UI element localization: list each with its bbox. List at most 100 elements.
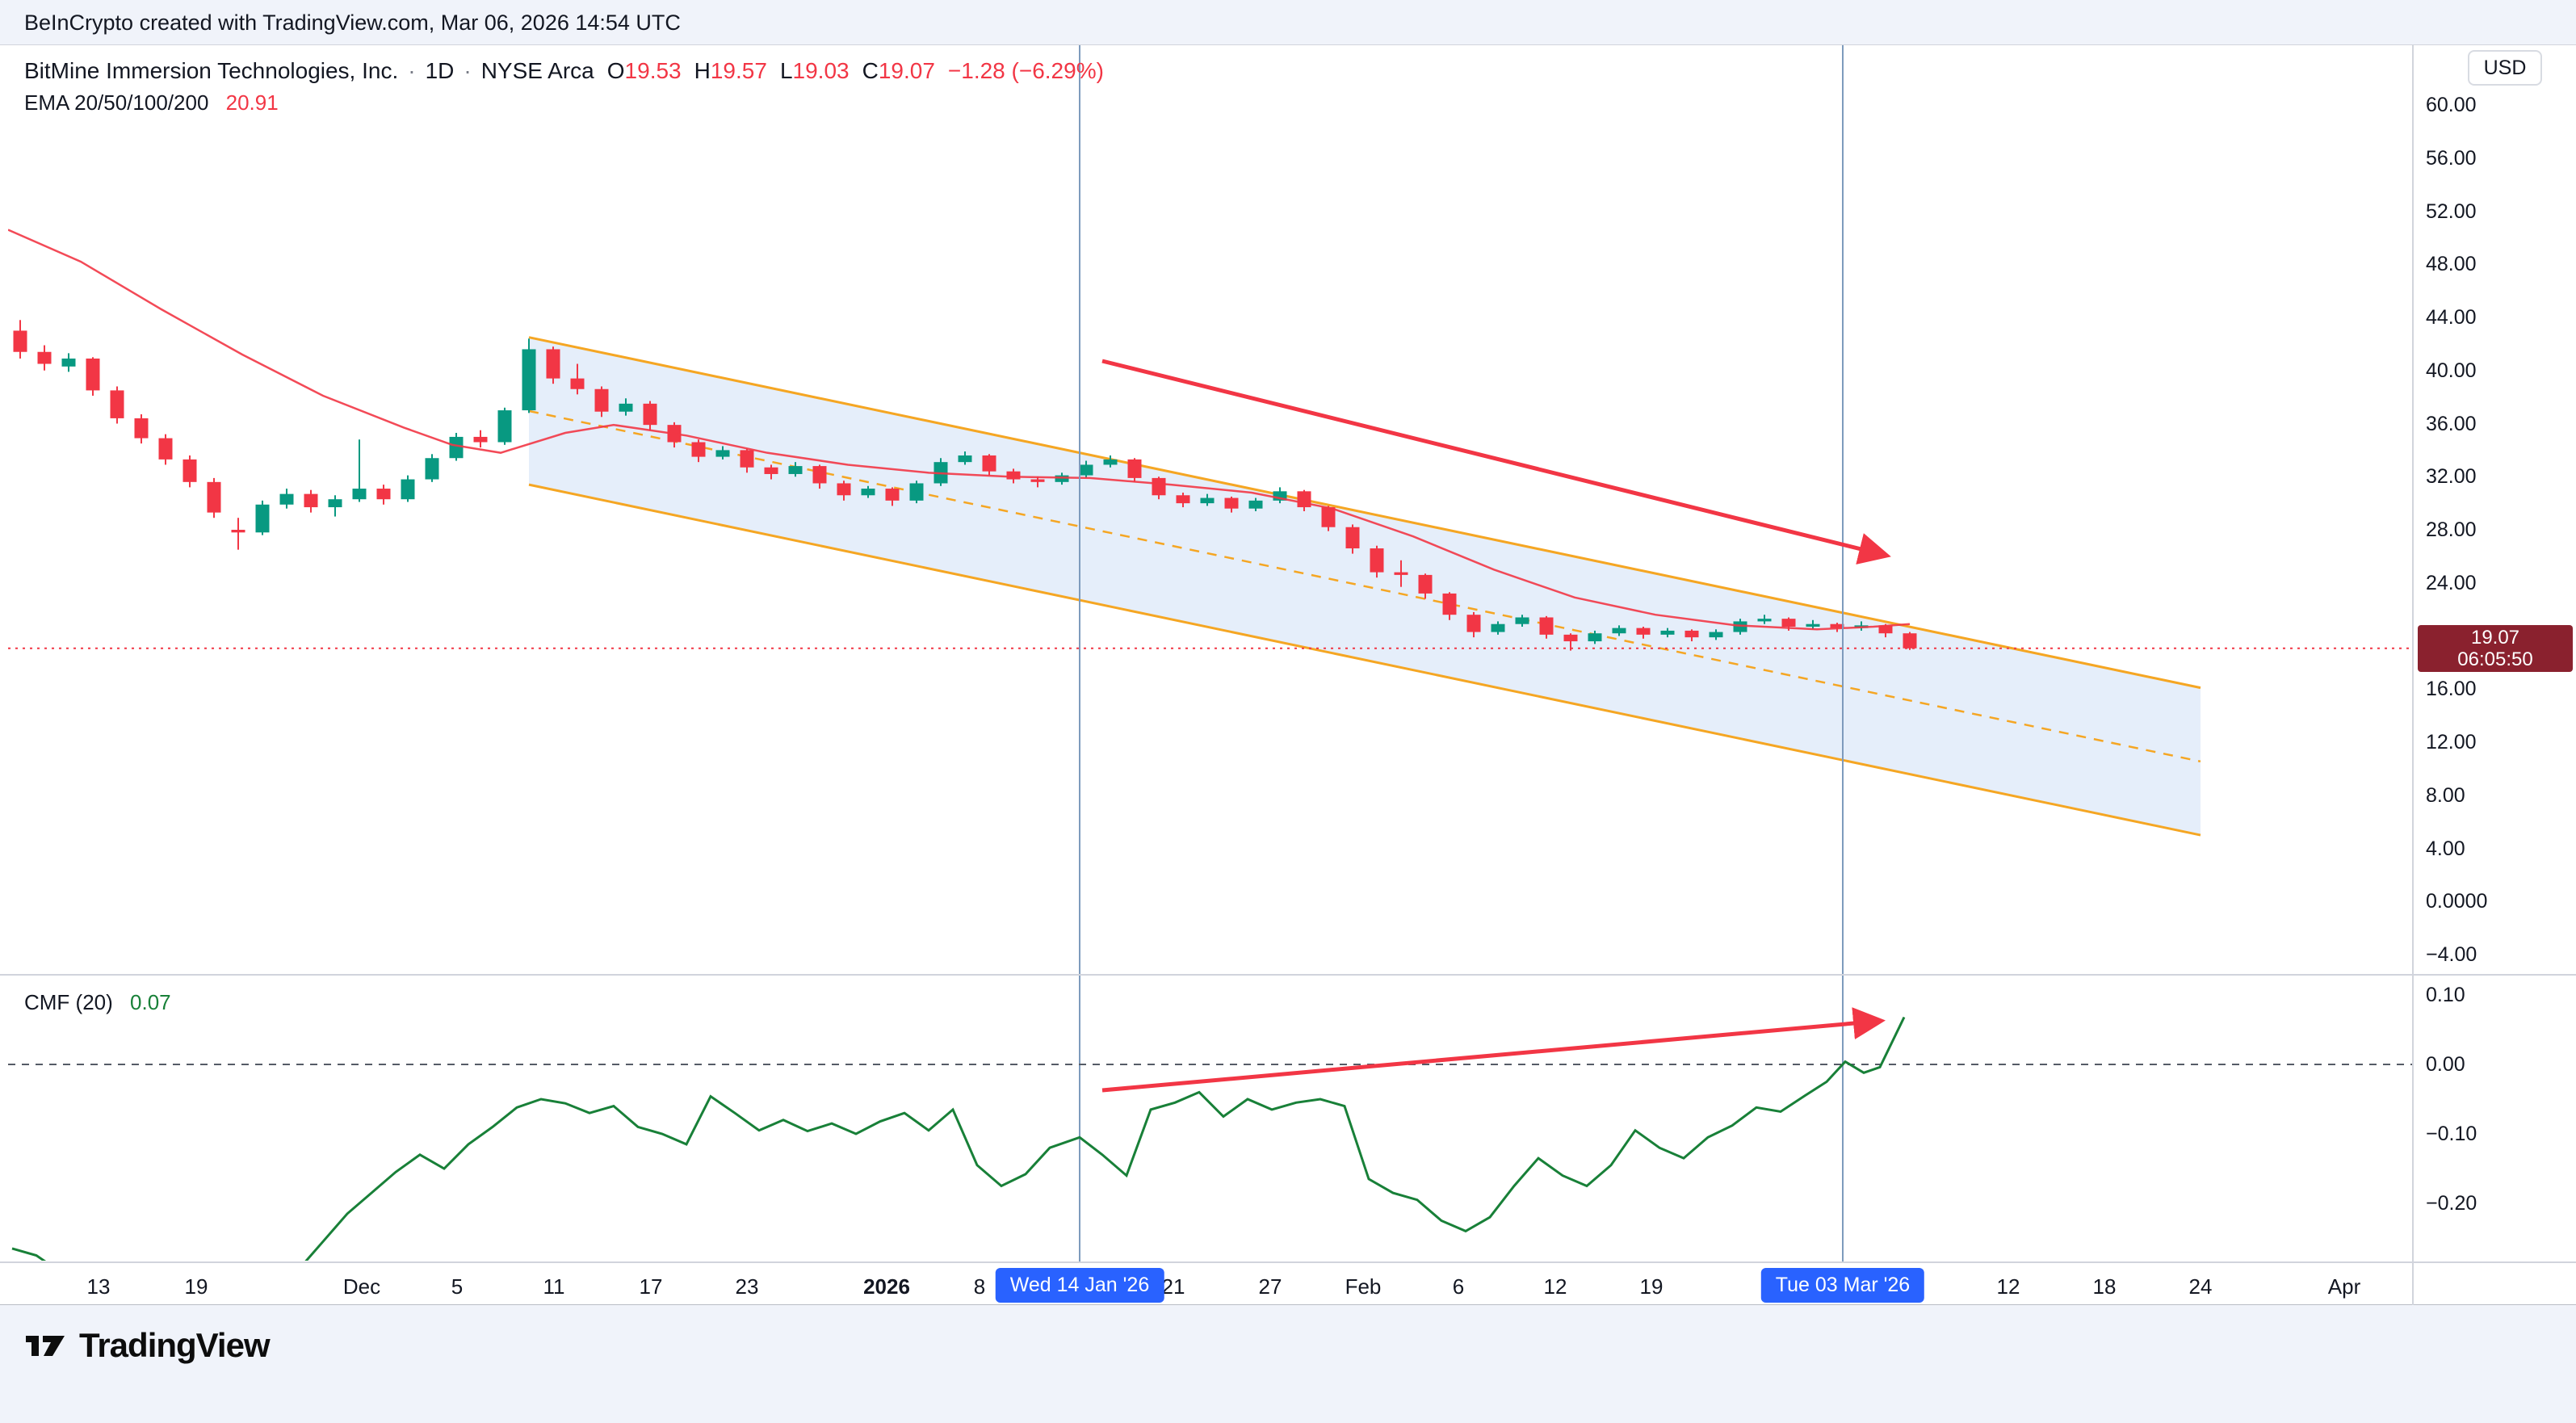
candle-body xyxy=(643,403,657,426)
channel-upper-line xyxy=(528,336,2201,690)
ohlc-values: O19.53 H19.57 L19.03 C19.07 xyxy=(594,58,935,84)
candle-body xyxy=(1006,471,1021,480)
candle-body xyxy=(837,483,851,496)
tradingview-brand[interactable]: TradingView xyxy=(79,1326,271,1364)
candle-body xyxy=(594,388,609,412)
channel-lower-line xyxy=(528,483,2201,837)
candle-body xyxy=(473,436,488,443)
separator-dot: · xyxy=(464,58,472,83)
candle-body xyxy=(1491,623,1505,632)
candle-body xyxy=(1830,623,1844,628)
cmf-label[interactable]: CMF (20) xyxy=(24,990,113,1014)
candle-body xyxy=(1248,500,1263,509)
candle-body xyxy=(449,436,464,459)
separator-dot: · xyxy=(408,58,416,83)
candle-body xyxy=(691,442,706,457)
candle-body xyxy=(1321,507,1336,527)
candle-body xyxy=(497,410,512,443)
ohlc-key: L xyxy=(779,58,793,83)
tradingview-logo-icon[interactable] xyxy=(24,1332,66,1359)
candle-body xyxy=(982,455,996,472)
ohlc-pair: C19.07 xyxy=(862,58,935,83)
candle-body xyxy=(207,481,221,513)
symbol-title[interactable]: BitMine Immersion Technologies, Inc. xyxy=(24,58,399,83)
candle-body xyxy=(764,467,778,474)
candle-body xyxy=(1878,625,1893,634)
candle-body xyxy=(1757,619,1772,622)
candle-body xyxy=(1563,634,1578,642)
candle-body xyxy=(61,358,76,367)
timeframe-label[interactable]: 1D xyxy=(425,58,455,83)
candle-body xyxy=(255,504,270,533)
candle-body xyxy=(328,499,342,508)
ohlc-pair: O19.53 xyxy=(607,58,682,83)
downtrend-arrow xyxy=(1101,359,1891,565)
candle-body xyxy=(1806,623,1820,627)
candle-body xyxy=(1709,632,1723,638)
candle-body xyxy=(1200,497,1215,504)
candle-body xyxy=(861,489,875,496)
candle-body xyxy=(183,459,197,482)
candle-body xyxy=(1079,464,1093,476)
candle-body xyxy=(570,378,585,389)
ohlc-value: 19.07 xyxy=(878,58,935,83)
ema-value: 20.91 xyxy=(225,90,279,115)
candle-body xyxy=(1273,491,1287,501)
candle-body xyxy=(546,349,560,379)
ohlc-key: H xyxy=(694,58,711,83)
candle-body xyxy=(1030,479,1045,482)
candle-body xyxy=(715,450,730,457)
candle-body xyxy=(740,450,754,468)
last-price-label: 19.07 06:05:50 xyxy=(2418,625,2573,672)
candle-body xyxy=(1394,572,1408,575)
candle-body xyxy=(522,349,536,411)
ema-label[interactable]: EMA 20/50/100/200 xyxy=(24,90,209,115)
last-price-value: 19.07 xyxy=(2470,627,2520,649)
ohlc-value: 19.03 xyxy=(792,58,850,83)
candle-body xyxy=(619,403,633,412)
candle-body xyxy=(1660,630,1675,635)
candle-body xyxy=(909,483,924,501)
candle-body xyxy=(1612,628,1626,634)
candle-body xyxy=(110,390,124,418)
channel-mid-line xyxy=(528,409,2201,763)
exchange-label: NYSE Arca xyxy=(480,58,594,83)
candle-body xyxy=(1515,617,1529,624)
change-value: −1.28 (−6.29%) xyxy=(947,58,1104,83)
candle-body xyxy=(1152,477,1166,496)
ohlc-key: O xyxy=(606,58,625,83)
ohlc-pair: H19.57 xyxy=(694,58,767,83)
candle-body xyxy=(1418,574,1433,594)
candle-body xyxy=(1127,459,1142,478)
candle-body xyxy=(1903,633,1917,649)
candle-body xyxy=(425,458,439,480)
cmf-line xyxy=(11,1016,1906,1261)
candle-body xyxy=(1684,630,1699,638)
ohlc-value: 19.53 xyxy=(624,58,682,83)
candle-body xyxy=(1442,593,1457,615)
candle-body xyxy=(376,489,391,500)
candle-body xyxy=(1636,628,1651,635)
candle-body xyxy=(885,489,900,501)
attribution-text: BeInCrypto created with TradingView.com,… xyxy=(24,10,681,35)
candle-body xyxy=(13,330,27,352)
indicator-header-cmf: CMF (20) 0.07 xyxy=(24,990,171,1015)
candle-body xyxy=(1176,495,1190,504)
chart-background xyxy=(0,44,2576,1305)
attribution-bar: BeInCrypto created with TradingView.com,… xyxy=(24,10,681,36)
footer: TradingView xyxy=(24,1326,271,1365)
candle-body xyxy=(352,489,367,500)
cmf-value: 0.07 xyxy=(130,990,171,1014)
candle-body xyxy=(1539,617,1554,635)
candle-body xyxy=(304,493,318,508)
candle-body xyxy=(158,438,173,460)
candle-body xyxy=(1588,633,1602,642)
cmf-uptrend-arrow xyxy=(1101,1007,1886,1093)
candle-body xyxy=(231,530,245,533)
ohlc-key: C xyxy=(862,58,879,83)
indicator-header-ema: EMA 20/50/100/200 20.91 xyxy=(24,90,279,115)
candle-body xyxy=(1055,475,1069,482)
candle-body xyxy=(1733,621,1747,632)
currency-button[interactable]: USD xyxy=(2468,50,2542,86)
